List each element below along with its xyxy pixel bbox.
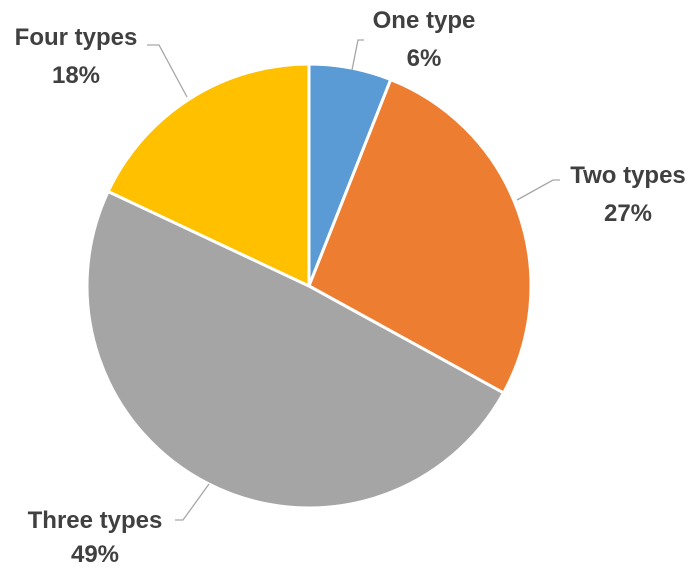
leader-lines-layer — [147, 39, 560, 521]
slice-label-three-types: Three types — [28, 507, 163, 534]
slice-percent-four-types: 18% — [52, 62, 100, 89]
slice-label-two-types: Two types — [570, 162, 686, 189]
leader-line-four-types — [147, 44, 188, 98]
labels-layer: One type 6% Two types 27% Three types 49… — [15, 7, 686, 567]
slice-percent-one-type: 6% — [407, 45, 442, 72]
pie-slice-two-types — [307, 78, 533, 395]
pie-slice-four-types — [106, 62, 311, 288]
leader-line-two-types — [516, 179, 560, 201]
slice-label-four-types: Four types — [15, 24, 138, 51]
pie-slice-three-types — [85, 189, 506, 510]
slice-label-one-type: One type — [373, 7, 476, 34]
leader-line-one-type — [351, 39, 364, 71]
leader-line-three-types — [175, 483, 210, 521]
slice-percent-three-types: 49% — [71, 541, 119, 567]
slice-percent-two-types: 27% — [604, 200, 652, 227]
slices-layer — [85, 62, 533, 510]
